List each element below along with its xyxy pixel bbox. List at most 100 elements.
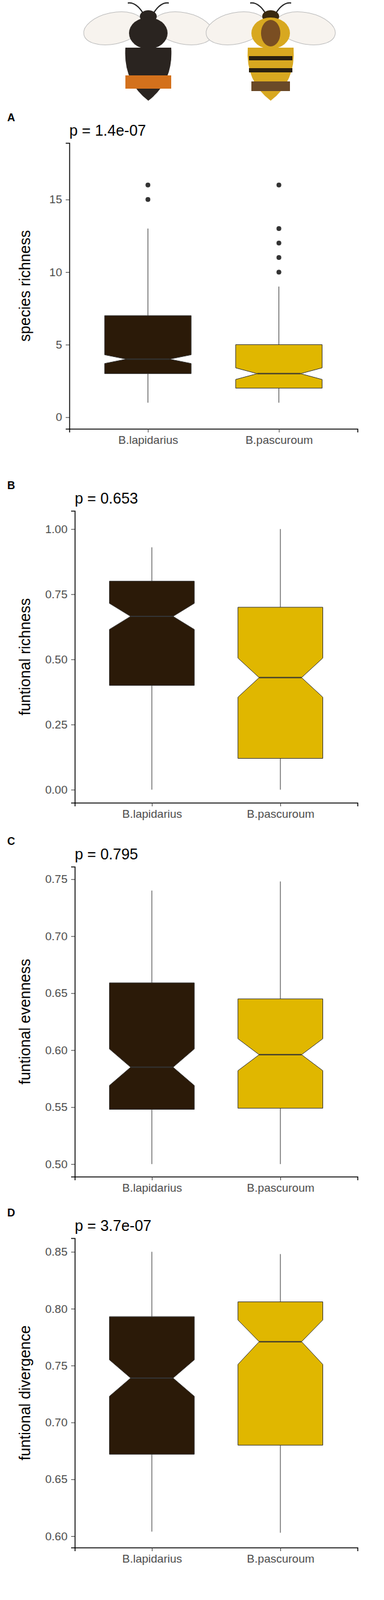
x-tick: B.pascuroum [247, 1546, 315, 1565]
y-tick-mark [71, 1251, 75, 1253]
y-tick-mark [71, 1163, 75, 1165]
y-tick: 0.75 [45, 1358, 75, 1372]
bee-stripe [248, 56, 293, 61]
plot-area [104, 182, 323, 403]
box-body [109, 982, 195, 1110]
panel: Cp = 0.795funtional evenness0.500.550.60… [7, 834, 359, 1194]
bee-thorax-patch [261, 19, 281, 47]
x-axis: B.lapidarius B.pascuroum [75, 1546, 359, 1565]
y-tick-label: 1.00 [45, 522, 68, 536]
whisker-high [278, 286, 280, 345]
box-body [109, 1315, 195, 1454]
y-tick: 10 [49, 265, 70, 279]
y-tick-mark [65, 344, 70, 345]
y-tick-label: 0.25 [45, 717, 68, 731]
chart-title: p = 0.795 [74, 845, 139, 863]
plot-area [109, 1251, 324, 1533]
y-tick: 0.60 [45, 1529, 75, 1543]
bee-antenna [250, 3, 266, 14]
whisker-high [151, 547, 152, 582]
x-axis-line [69, 429, 359, 433]
bee-antenna [127, 3, 144, 14]
whisker-low [280, 1107, 281, 1165]
y-tick: 0.00 [45, 783, 75, 796]
median-line [130, 615, 174, 617]
y-tick-label: 5 [55, 338, 63, 351]
bee-thorax [251, 17, 290, 49]
x-tick-label: B.lapidarius [122, 1180, 183, 1194]
box-body [235, 344, 322, 388]
median-line [257, 373, 301, 375]
y-axis-line [71, 1238, 76, 1548]
y-tick-label: 0.85 [45, 1244, 68, 1258]
y-tick-label: 0.75 [45, 1358, 68, 1372]
x-tick: B.lapidarius [122, 1546, 183, 1565]
y-tick-mark [71, 1106, 75, 1108]
panel: Dp = 3.7e-07funtional divergence0.600.65… [7, 1206, 359, 1565]
outlier [276, 226, 282, 231]
bee-icon [203, 3, 339, 101]
y-tick-mark [71, 1049, 75, 1051]
bee-abdomen [125, 47, 172, 101]
whisker-high [151, 1251, 152, 1317]
outlier [276, 240, 282, 246]
bee-abdomen [247, 47, 295, 101]
x-tick-mark [151, 802, 153, 806]
x-tick-label: B.pascuroum [247, 1551, 315, 1565]
bee-icon [80, 3, 217, 101]
plot-area [109, 528, 324, 790]
y-tick-label: 0.70 [45, 1415, 68, 1429]
bee-antenna [275, 3, 292, 14]
y-tick: 0.85 [45, 1244, 75, 1258]
x-axis: B.lapidariusB.pascuroum [69, 428, 359, 447]
y-axis-title: funtional richness [16, 598, 34, 716]
panel-label: C [7, 834, 16, 847]
box [238, 881, 324, 1165]
panel: Ap = 1.4e-07species richness051015B.lapi… [7, 111, 359, 447]
y-tick-label: 0.50 [45, 1157, 68, 1171]
x-axis: B.lapidarius B.pascuroum [75, 802, 359, 820]
median-line [130, 1376, 174, 1379]
y-tick-mark [71, 1422, 75, 1423]
y-tick: 0.50 [45, 1157, 75, 1171]
x-tick-label: B.pascuroum [247, 807, 315, 820]
y-tick-mark [71, 658, 75, 660]
box [235, 182, 322, 403]
whisker-high [147, 228, 149, 316]
chart-title: p = 1.4e-07 [69, 121, 146, 139]
y-tick: 0.70 [45, 929, 75, 943]
figure: Ap = 1.4e-07species richness051015B.lapi… [0, 0, 384, 1600]
y-tick-mark [71, 593, 75, 595]
y-tick-label: 0.65 [45, 1472, 68, 1485]
x-tick-label: B.lapidarius [122, 807, 183, 820]
bee-thorax [129, 17, 168, 49]
x-tick-label: B.lapidarius [122, 1551, 183, 1565]
box [238, 528, 324, 790]
y-tick-mark [71, 723, 75, 725]
x-axis: B.lapidariusB.pascuroum [75, 1176, 359, 1194]
x-tick-mark [280, 802, 281, 806]
whisker-high [280, 881, 281, 999]
y-tick-label: 0.75 [45, 587, 68, 601]
y-tick: 0.60 [45, 1043, 75, 1057]
y-axis: 0.500.550.600.650.700.75 [45, 866, 75, 1177]
y-tick-mark [71, 1308, 75, 1309]
y-tick-label: 0.60 [45, 1529, 68, 1543]
whisker-low [151, 1453, 152, 1531]
box [109, 547, 195, 790]
outlier [276, 254, 282, 260]
y-tick: 0.25 [45, 717, 75, 731]
bee-antenna [153, 3, 169, 14]
median-line [259, 1053, 302, 1055]
y-tick: 15 [49, 192, 70, 206]
x-tick: B.lapidarius [122, 1176, 183, 1194]
median-line [130, 1066, 174, 1068]
box [109, 1251, 195, 1532]
y-tick-label: 15 [49, 192, 63, 206]
chart-title: p = 0.653 [74, 489, 139, 507]
y-tick-mark [71, 1535, 75, 1536]
x-tick-mark [280, 1546, 281, 1551]
y-tick-label: 0.50 [45, 652, 68, 666]
plot-area [109, 881, 324, 1165]
y-tick-mark [65, 417, 70, 418]
